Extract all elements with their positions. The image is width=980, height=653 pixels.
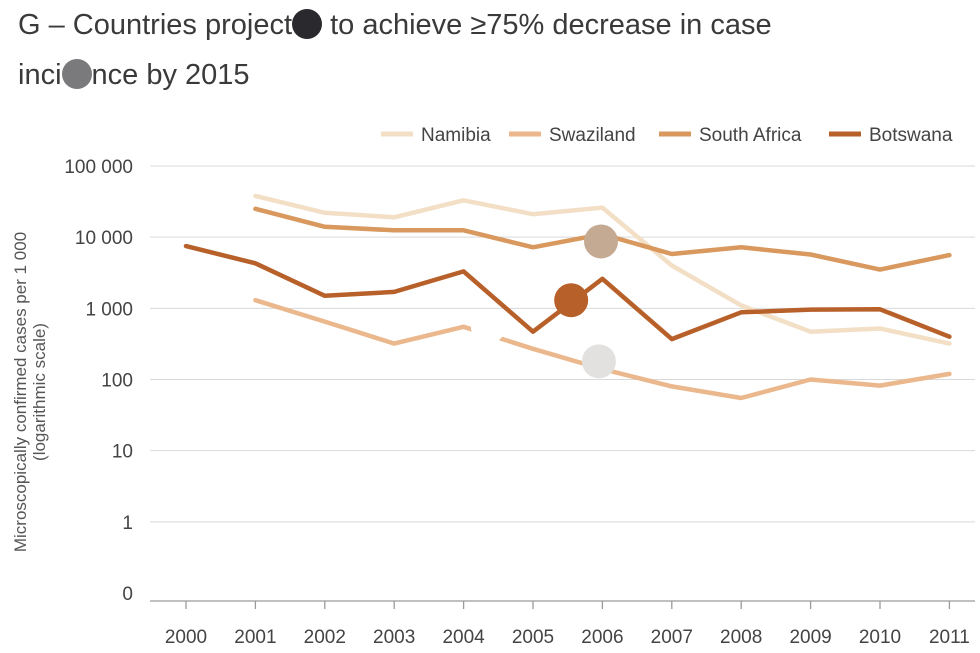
x-tick-label: 2009 — [789, 627, 831, 648]
y-axis-label-line-2: (logarithmic scale) — [30, 323, 49, 461]
y-axis-label-line-1: Microscopically confirmed cases per 1 00… — [11, 232, 30, 552]
x-tick-label: 2008 — [720, 627, 762, 648]
title-text-1b: to achieve ≥75% decrease in case — [322, 9, 772, 41]
title-dot-dark — [292, 9, 323, 39]
y-tick-label: 10 000 — [75, 228, 133, 249]
x-axis: 2000 2001 2002 2003 2004 2005 2006 2007 2008 2009… — [150, 600, 975, 648]
x-tick-label: 2000 — [165, 627, 207, 648]
x-tick-label: 2005 — [512, 627, 554, 648]
title-line-2: inci nce by 2015 — [18, 50, 958, 100]
legend-label: Botswana — [869, 125, 953, 146]
grid-lines — [150, 165, 975, 523]
y-tick-label: 1 — [122, 513, 133, 534]
x-tick-label: 2010 — [859, 627, 901, 648]
title-line-1: G – Countries project to achieve ≥75% de… — [18, 0, 958, 50]
title-dot-grey — [61, 59, 92, 89]
y-axis-label: Microscopically confirmed cases per 1 00… — [11, 232, 49, 552]
overlay-marker — [581, 344, 616, 379]
x-tick-label: 2003 — [373, 627, 415, 648]
y-tick-label: 10 — [112, 442, 133, 463]
chart-title: G – Countries project to achieve ≥75% de… — [18, 0, 958, 100]
x-tick-label: 2006 — [581, 627, 623, 648]
legend-label: Namibia — [421, 125, 491, 146]
overlay-marker — [470, 310, 505, 345]
x-tick-label: 2007 — [651, 627, 693, 648]
x-tick-label: 2004 — [442, 627, 485, 648]
y-tick-label: 0 — [122, 584, 133, 605]
x-tick-label: 2001 — [234, 627, 276, 648]
y-tick-label: 1 000 — [85, 299, 133, 320]
y-tick-label: 100 — [101, 371, 133, 392]
overlay-markers — [470, 224, 619, 379]
legend-label: South Africa — [699, 125, 802, 146]
legend: Namibia Swaziland South Africa Botswana — [381, 125, 953, 146]
title-text-2b: nce by 2015 — [91, 59, 250, 91]
series-line-namibia — [253, 193, 952, 346]
title-text-2a: inci — [18, 59, 62, 91]
x-tick-label: 2002 — [304, 627, 346, 648]
y-tick-label: 100 000 — [64, 157, 133, 178]
overlay-marker — [584, 224, 619, 259]
overlay-marker — [554, 283, 589, 318]
legend-label: Swaziland — [549, 125, 636, 146]
x-tick-label: 2011 — [929, 627, 970, 648]
title-text-1a: G – Countries project — [18, 9, 293, 41]
